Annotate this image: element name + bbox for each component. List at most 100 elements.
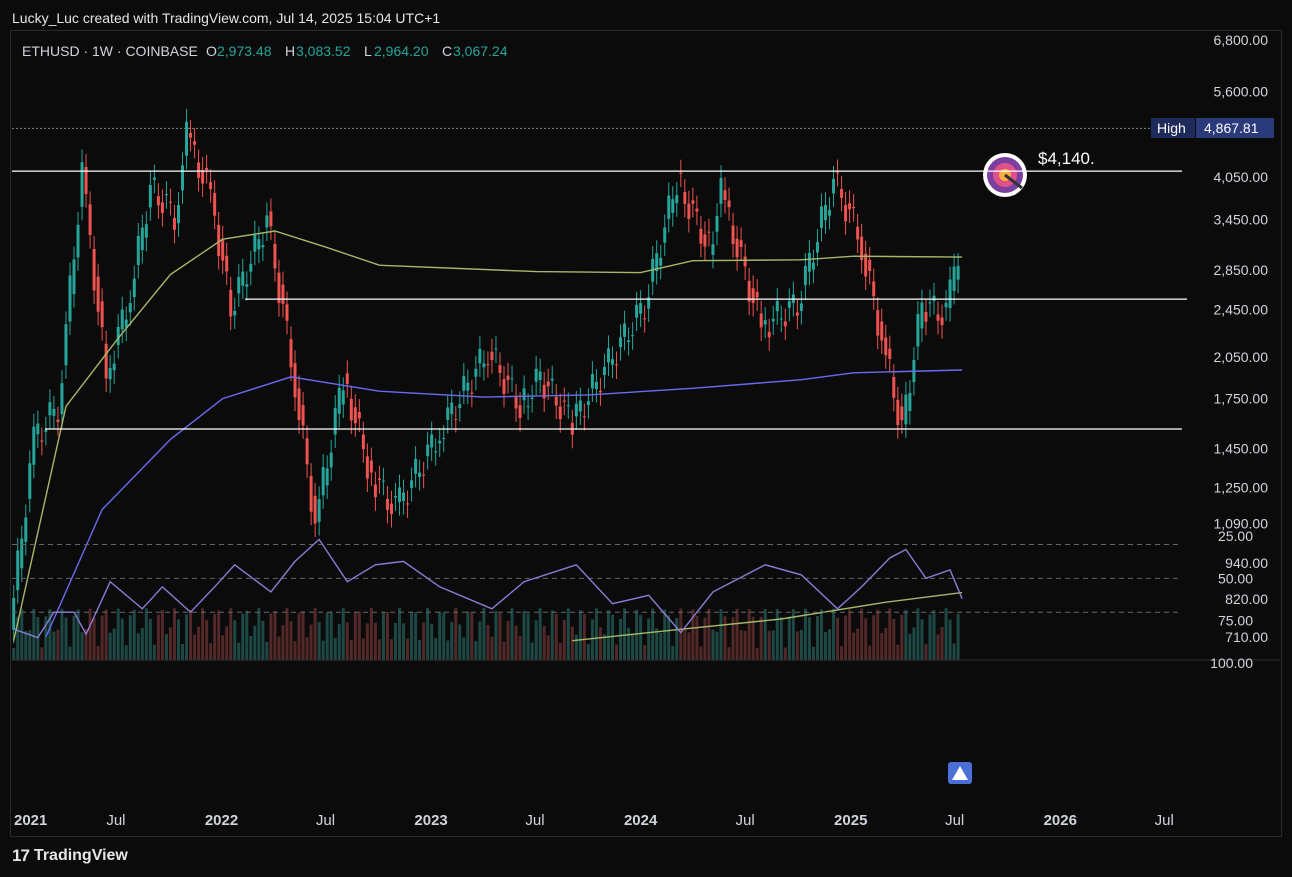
candle-body (269, 211, 273, 227)
candle-body (410, 480, 414, 488)
candle-body (430, 434, 434, 448)
volume-bar (28, 630, 32, 660)
candle-body (639, 303, 643, 314)
volume-bar (546, 635, 550, 660)
volume-bar (707, 608, 711, 660)
candle-body (414, 458, 418, 474)
volume-bar (868, 645, 872, 660)
volume-bar (36, 617, 40, 660)
candle-body (715, 215, 719, 232)
candle-body (261, 245, 265, 248)
candle-body (128, 303, 132, 313)
volume-bar (840, 646, 844, 660)
volume-bar (832, 608, 836, 660)
volume-bar (474, 641, 478, 660)
volume-bar (482, 608, 486, 660)
candle-body (924, 312, 928, 322)
candle-body (285, 304, 289, 321)
candle-body (948, 279, 952, 309)
candle-body (277, 272, 281, 304)
volume-bar (96, 645, 100, 660)
volume-bar (811, 646, 815, 660)
candle-body (928, 302, 932, 304)
price-tick-label: 4,050.00 (1214, 169, 1269, 185)
candle-body (88, 204, 92, 235)
candle-body (655, 253, 659, 272)
candle-body (120, 309, 124, 330)
candle-body (892, 377, 896, 398)
target-icon[interactable] (983, 153, 1027, 197)
volume-bar (426, 608, 430, 660)
volume-bar (381, 612, 385, 660)
legend-close-value: 3,067.24 (453, 43, 508, 59)
volume-bar (349, 639, 353, 660)
volume-bar (156, 614, 160, 660)
ma-long-line (572, 591, 963, 642)
candle-body (530, 397, 534, 400)
volume-bar (771, 630, 775, 660)
candle-body (124, 319, 128, 328)
footer-brand-label: TradingView (33, 847, 128, 864)
candle-body (699, 228, 703, 244)
volume-bar (466, 611, 470, 660)
candle-body (852, 206, 856, 209)
candle-body (647, 297, 651, 309)
candle-body (590, 374, 594, 389)
candle-body (731, 225, 735, 245)
volume-bar (687, 632, 691, 660)
candle-body (225, 255, 229, 272)
volume-bar (345, 622, 349, 660)
candle-body (815, 242, 819, 253)
candle-body (747, 280, 751, 302)
volume-bar (136, 633, 140, 660)
candle-body (148, 184, 152, 208)
volume-bar (647, 618, 651, 660)
legend-symbol: ETHUSD · 1W · COINBASE (22, 43, 198, 59)
volume-bar (233, 620, 237, 660)
candle-body (832, 178, 836, 194)
volume-bar (558, 643, 562, 660)
volume-bar (747, 609, 751, 660)
candle-body (205, 167, 209, 170)
candle-body (333, 408, 337, 435)
volume-bar (554, 613, 558, 660)
volume-bar (703, 617, 707, 660)
candle-body (76, 224, 80, 258)
volume-bar (189, 610, 193, 660)
volume-bar (940, 626, 944, 660)
volume-bar (168, 627, 172, 660)
candle-body (365, 456, 369, 479)
volume-bar (273, 610, 277, 660)
volume-bar (530, 642, 534, 660)
candle-body (944, 303, 948, 308)
volume-bar (144, 608, 148, 660)
candle-body (229, 289, 233, 317)
volume-bar (908, 633, 912, 660)
volume-bar (936, 634, 940, 660)
volume-bar (574, 634, 578, 660)
volume-bar (265, 641, 269, 660)
candle-body (458, 404, 462, 409)
volume-bar (675, 618, 679, 660)
candle-body (56, 419, 60, 423)
candle-body (446, 407, 450, 420)
candle-body (779, 318, 783, 320)
volume-bar (221, 635, 225, 660)
volume-bar (402, 623, 406, 660)
candle-body (522, 388, 526, 401)
volume-bar (357, 611, 361, 660)
candle-body (293, 363, 297, 398)
candle-body (623, 323, 627, 337)
candle-body (132, 278, 136, 298)
time-tick-label: 2021 (14, 812, 47, 829)
candle-body (301, 405, 305, 426)
candle-body (321, 466, 325, 496)
candle-body (880, 321, 884, 341)
candle-body (381, 480, 385, 482)
candle-body (727, 200, 731, 208)
candle-body (643, 318, 647, 320)
candle-body (16, 550, 20, 591)
volume-bar (518, 636, 522, 660)
price-tick-label: 1,250.00 (1214, 480, 1269, 496)
